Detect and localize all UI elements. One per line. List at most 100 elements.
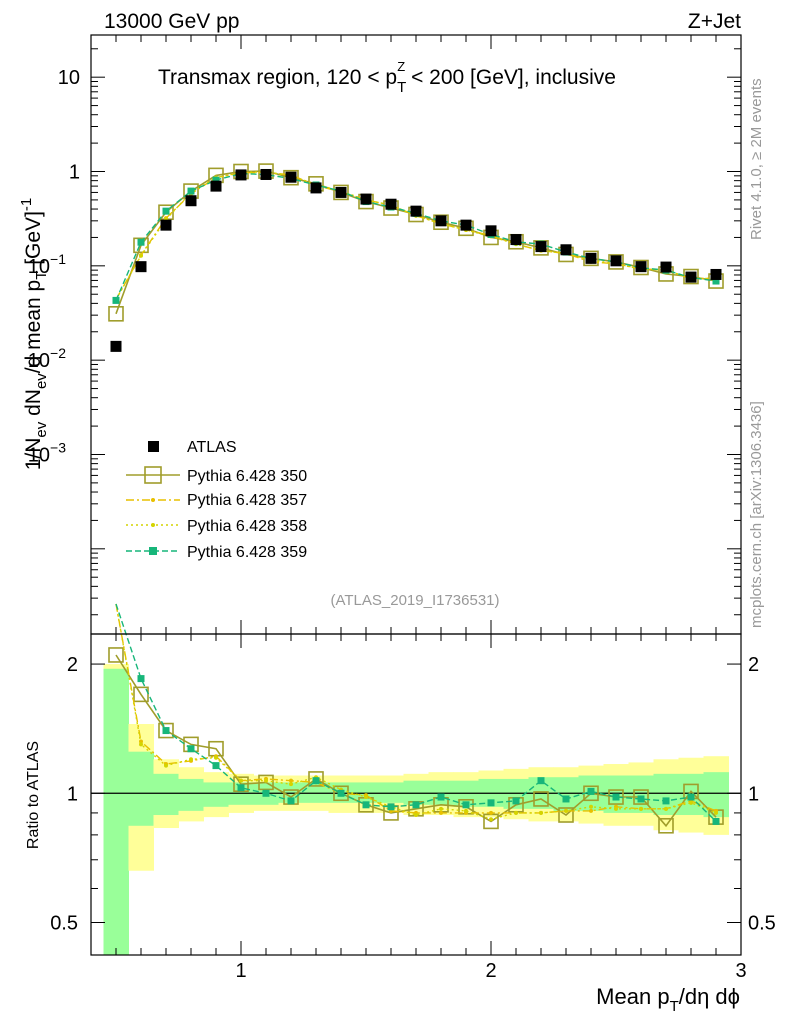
main-point-pythia-6-428-350 — [333, 184, 349, 201]
ratio-point-pythia-6-428-358 — [664, 806, 668, 811]
legend-label-359: Pythia 6.428 359 — [187, 544, 307, 561]
ratio-point-pythia-6-428-358 — [414, 813, 418, 818]
main-point-atlas — [535, 241, 547, 253]
main-point-atlas — [610, 255, 622, 267]
main-point-pythia-6-428-359 — [112, 296, 120, 304]
ratio-point-pythia-6-428-358 — [239, 778, 243, 783]
ratio-point-pythia-6-428-358 — [514, 810, 518, 815]
ratio-point-pythia-6-428-359 — [237, 784, 245, 792]
ratio-point-pythia-6-428-358 — [564, 808, 568, 813]
ratio-point-pythia-6-428-358 — [464, 808, 468, 813]
ratio-band-green — [153, 773, 179, 816]
main-point-atlas — [285, 171, 297, 183]
ratio-ylabel: Ratio to ATLAS — [25, 741, 42, 849]
mcplots-label: mcplots.cern.ch [arXiv:1306.3436] — [748, 401, 765, 628]
ratio-point-pythia-6-428-359 — [212, 762, 220, 770]
ratio-series-layer — [108, 603, 724, 834]
ratio-point-pythia-6-428-359 — [262, 789, 270, 797]
ratio-point-pythia-6-428-350 — [633, 789, 649, 805]
ratio-point-pythia-6-428-350 — [558, 807, 574, 823]
main-point-atlas — [335, 186, 347, 198]
main-y-tick-label: 10−3 — [28, 439, 66, 466]
ratio-point-pythia-6-428-359 — [637, 795, 645, 803]
main-point-atlas — [385, 198, 397, 210]
ratio-point-pythia-6-428-358 — [164, 763, 168, 768]
main-point-pythia-6-428-359 — [712, 277, 720, 285]
ratio-point-pythia-6-428-359 — [437, 793, 445, 801]
main-point-pythia-6-428-350 — [108, 306, 124, 322]
ratio-point-pythia-6-428-359 — [687, 793, 695, 801]
legend: ATLAS Pythia 6.428 350 Pythia 6.428 357 … — [126, 439, 307, 561]
ratio-point-pythia-6-428-359 — [137, 675, 145, 683]
main-point-pythia-6-428-350 — [608, 254, 624, 270]
main-point-atlas — [310, 182, 322, 194]
title-pt-superscript: Z — [397, 59, 405, 74]
x-axis-label: Mean pT/dη dϕ — [596, 984, 740, 1015]
svg-text:1/Nev dNev/d mean pT [GeV]-1: 1/Nev dNev/d mean pT [GeV]-1 — [18, 198, 50, 471]
ratio-point-pythia-6-428-358 — [139, 742, 143, 747]
ratio-point-pythia-6-428-359 — [612, 793, 620, 801]
ratio-point-pythia-6-428-358 — [714, 810, 718, 815]
main-point-atlas — [660, 261, 672, 273]
main-point-pythia-6-428-350 — [433, 214, 449, 231]
main-series-layer — [108, 163, 724, 352]
ratio-point-pythia-6-428-359 — [287, 797, 295, 805]
ratio-band-green — [553, 777, 579, 811]
ratio-y-tick-label-right: 0.5 — [748, 912, 776, 934]
main-point-atlas — [360, 193, 372, 205]
main-axes: 10−3 10−2 10−1 1 10 — [28, 34, 742, 635]
legend-marker-358 — [151, 523, 155, 527]
main-line-pythia-6-428-359 — [115, 172, 717, 301]
ratio-y-tick-label-right: 1 — [748, 783, 759, 805]
legend-label-357: Pythia 6.428 357 — [187, 492, 307, 509]
main-point-pythia-6-428-358 — [139, 253, 143, 258]
ratio-band-green — [128, 751, 154, 826]
main-y-tick-label: 1 — [69, 162, 80, 184]
energy-label: 13000 GeV pp — [104, 10, 239, 33]
main-point-atlas — [585, 252, 597, 264]
ratio-point-pythia-6-428-350 — [308, 771, 324, 787]
ratio-point-pythia-6-428-358 — [689, 800, 693, 805]
ratio-point-pythia-6-428-358 — [439, 806, 443, 811]
ratio-y-tick-label: 1 — [67, 783, 78, 805]
main-y-tick-label: 10 — [58, 67, 80, 89]
ratio-point-pythia-6-428-358 — [614, 806, 618, 811]
x-tick-label: 3 — [735, 960, 746, 982]
ratio-point-pythia-6-428-350 — [158, 722, 174, 739]
main-line-pythia-6-428-358 — [115, 171, 717, 300]
main-point-atlas — [235, 169, 247, 181]
ratio-point-pythia-6-428-358 — [214, 755, 218, 760]
main-point-atlas — [685, 271, 697, 283]
ratio-point-pythia-6-428-357 — [489, 810, 493, 815]
ratio-point-pythia-6-428-350 — [108, 647, 124, 663]
main-ylabel: 1/Nev dNev/d mean pT [GeV]-1 — [18, 198, 50, 471]
ratio-point-pythia-6-428-359 — [462, 801, 470, 809]
main-line-pythia-6-428-350 — [115, 170, 717, 315]
main-point-atlas — [185, 195, 197, 207]
main-point-atlas — [560, 244, 572, 256]
ratio-point-pythia-6-428-359 — [662, 797, 670, 805]
legend-marker-357 — [151, 498, 155, 502]
legend-label-358: Pythia 6.428 358 — [187, 518, 307, 535]
ratio-point-pythia-6-428-358 — [364, 795, 368, 800]
main-point-atlas — [110, 340, 122, 352]
ratio-point-pythia-6-428-350 — [658, 817, 674, 834]
main-point-atlas — [435, 215, 447, 227]
ratio-point-pythia-6-428-359 — [587, 787, 595, 795]
ratio-point-pythia-6-428-359 — [412, 801, 420, 809]
ratio-point-pythia-6-428-359 — [312, 777, 320, 785]
main-point-pythia-6-428-350 — [133, 237, 149, 254]
ratio-point-pythia-6-428-359 — [562, 795, 570, 803]
rivet-version-label: Rivet 4.1.0, ≥ 2M events — [748, 78, 765, 240]
ratio-axes: 0.5 0.5 1 1 2 2 1 2 3 — [50, 633, 776, 982]
main-point-pythia-6-428-359 — [212, 176, 220, 184]
ratio-y-tick-label-right: 2 — [748, 654, 759, 676]
title-pt-subscript: T — [397, 79, 406, 96]
main-point-atlas — [160, 219, 172, 231]
ratio-point-pythia-6-428-357 — [439, 810, 443, 815]
legend-marker-350 — [144, 466, 162, 484]
ratio-point-pythia-6-428-358 — [539, 810, 543, 815]
main-line-pythia-6-428-357 — [115, 171, 717, 300]
main-y-tick-label: 10−2 — [28, 345, 66, 372]
legend-label-atlas: ATLAS — [187, 439, 237, 456]
